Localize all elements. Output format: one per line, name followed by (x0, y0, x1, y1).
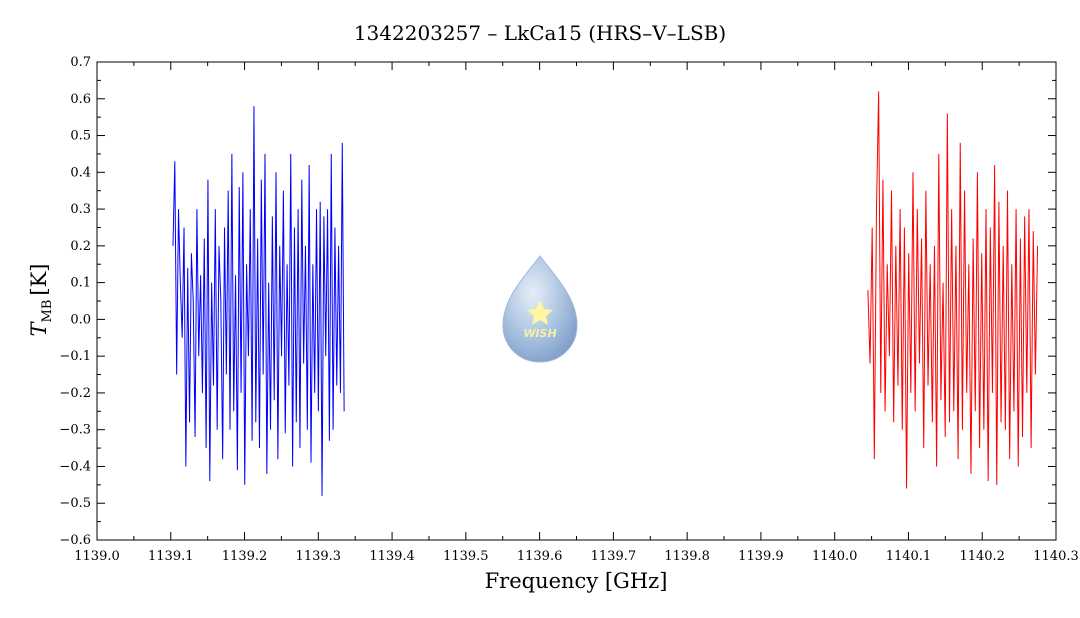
y-tick-label: 0.0 (70, 312, 91, 327)
x-tick-label: 1139.3 (296, 549, 342, 564)
y-tick-label: −0.3 (59, 423, 91, 438)
x-tick-label: 1140.1 (886, 549, 932, 564)
svg-text:TMB[K]: TMB [K] (27, 264, 55, 337)
y-tick-label: −0.4 (59, 459, 91, 474)
series-line-red (867, 91, 1039, 489)
wish-logo: WISH (502, 255, 578, 363)
x-tick-label: 1139.4 (369, 549, 415, 564)
y-tick-label: 0.1 (70, 276, 91, 291)
y-tick-label: 0.5 (70, 129, 91, 144)
x-tick-label: 1139.2 (222, 549, 268, 564)
x-tick-label: 1139.8 (664, 549, 710, 564)
x-tick-label: 1140.2 (959, 549, 1005, 564)
x-tick-label: 1140.3 (1033, 549, 1079, 564)
x-axis: 1139.0 1139.1 1139.2 1139.3 1139.4 1139.5 1139… (74, 62, 1079, 564)
x-tick-label: 1139.5 (443, 549, 489, 564)
y-axis-label-unit: [K] (27, 264, 51, 296)
y-axis: −0.6 −0.5 −0.4 −0.3 −0.2 −0.1 0.0 0.1 0.2 0.3 0.4 0… (59, 55, 1056, 548)
y-tick-label: 0.2 (70, 239, 91, 254)
y-tick-label: −0.5 (59, 496, 91, 511)
y-tick-label: −0.6 (59, 533, 91, 548)
x-tick-label: 1139.7 (591, 549, 637, 564)
plot-area (172, 91, 1039, 496)
chart-title: 1342203257 – LkCa15 (HRS–V–LSB) (354, 21, 726, 45)
y-tick-label: 0.6 (70, 92, 91, 107)
y-tick-label: 0.4 (70, 165, 91, 180)
x-tick-label: 1139.9 (738, 549, 784, 564)
y-tick-label: −0.2 (59, 386, 91, 401)
y-tick-label: −0.1 (59, 349, 91, 364)
wish-text: WISH (523, 327, 556, 340)
x-axis-label: Frequency [GHz] (485, 569, 668, 593)
y-axis-label: TMB [K] (27, 264, 55, 337)
y-tick-label: 0.7 (70, 55, 91, 70)
y-axis-label-main: T (27, 320, 51, 336)
star-icon (527, 300, 553, 325)
x-tick-label: 1139.1 (148, 549, 194, 564)
y-tick-label: 0.3 (70, 202, 91, 217)
x-tick-label: 1139.6 (517, 549, 563, 564)
series-line-blue (172, 106, 345, 496)
x-tick-label: 1140.0 (812, 549, 858, 564)
y-axis-label-sub: MB (40, 300, 55, 323)
x-tick-label: 1139.0 (74, 549, 120, 564)
